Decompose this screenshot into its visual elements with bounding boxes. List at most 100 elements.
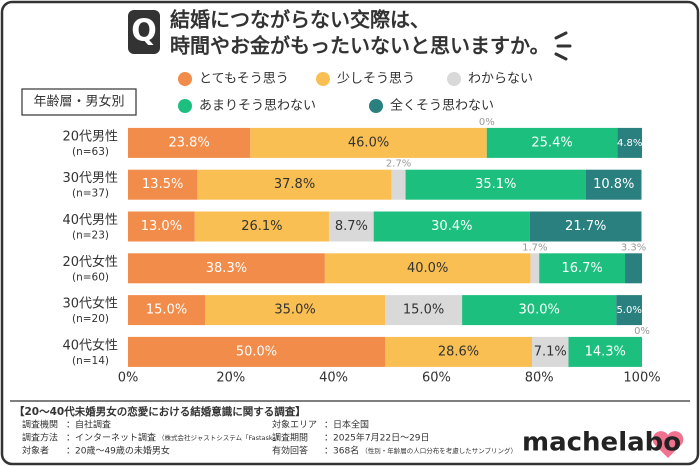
legend-label: 全くそう思わない xyxy=(390,98,494,114)
bar-segment xyxy=(462,295,617,326)
value-label: 15.0% xyxy=(146,303,187,318)
value-label: 37.8% xyxy=(274,177,315,192)
value-label-outside: 2.7% xyxy=(386,159,411,170)
logo: machelabo xyxy=(522,428,681,458)
bar-segment xyxy=(568,336,642,367)
bar-segment xyxy=(532,336,569,367)
footer-value: ：2025年7月22日～29日 xyxy=(324,432,430,444)
value-label: 5.0% xyxy=(616,305,641,316)
value-label: 15.0% xyxy=(403,303,444,318)
footer-label: 対象者 xyxy=(22,445,49,457)
legend-marker xyxy=(369,99,383,113)
x-tick-label: 0% xyxy=(118,371,139,386)
q-badge xyxy=(128,10,160,54)
value-label: 35.0% xyxy=(274,303,315,318)
bar-segment xyxy=(539,253,626,284)
value-label: 46.0% xyxy=(348,135,389,150)
bar-segment xyxy=(616,295,642,326)
bar-segment xyxy=(385,295,463,326)
legend-marker xyxy=(178,99,192,113)
footer-label: 有効回答 xyxy=(272,445,308,457)
legend-label: とてもそう思う xyxy=(199,72,289,87)
bar-segment xyxy=(194,211,329,242)
legend-label: あまりそう思わない xyxy=(199,99,316,114)
value-label: 8.7% xyxy=(335,219,368,234)
category-label: 20代男性 xyxy=(62,129,118,144)
category-label: 40代男性 xyxy=(62,213,118,228)
category-label: 40代女性 xyxy=(62,337,118,353)
footer-note: （性別・年齢層の人口分布を考慮したサンプリング） xyxy=(361,446,517,455)
value-label: 13.0% xyxy=(141,219,182,234)
bar-segment xyxy=(324,253,531,284)
logo-heart xyxy=(652,431,684,458)
value-label: 13.5% xyxy=(142,177,183,192)
bar-segment xyxy=(405,169,586,200)
value-label: 23.8% xyxy=(169,135,210,150)
x-tick-label: 60% xyxy=(422,371,451,386)
value-label-outside: 1.7% xyxy=(522,242,547,253)
category-label: 30代男性 xyxy=(62,171,118,186)
footer-label: 調査期間 xyxy=(272,432,308,444)
x-tick-label: 80% xyxy=(525,371,554,386)
bar-segment xyxy=(585,169,642,200)
bar-segment xyxy=(128,253,325,284)
footer-value: ：368名 xyxy=(324,445,359,457)
value-label: 21.7% xyxy=(565,219,606,234)
bar-segment xyxy=(328,211,374,242)
legend-label: わからない xyxy=(468,72,533,87)
value-label: 30.0% xyxy=(519,303,560,318)
footer-value: ：日本全国 xyxy=(324,419,369,431)
legend-marker xyxy=(316,72,330,86)
legend-marker xyxy=(447,72,461,86)
bar-segment xyxy=(197,169,392,200)
bar-segment xyxy=(128,211,195,242)
value-label: 26.1% xyxy=(241,219,282,234)
bar-segment xyxy=(128,295,206,326)
group-label-box xyxy=(21,88,137,116)
sample-size: (n=23) xyxy=(72,230,109,242)
value-label: 28.6% xyxy=(438,344,479,359)
burst xyxy=(554,31,572,61)
value-label: 10.8% xyxy=(593,177,634,192)
value-label: 16.7% xyxy=(561,261,602,276)
x-tick-label: 20% xyxy=(216,371,245,386)
footer-heading: 【20～40代未婚男女の恋愛における結婚意識に関する調査】 xyxy=(14,405,306,418)
footer-label: 調査機関 xyxy=(22,419,58,431)
sample-size: (n=37) xyxy=(72,188,109,200)
chart-title: 時間やお金がもったいないと思いますか。 xyxy=(170,34,550,58)
footer-note: （株式会社ジャストシステム「Fastask」） xyxy=(158,433,282,442)
chart-title: 結婚につながらない交際は、 xyxy=(170,8,430,32)
value-label: 30.4% xyxy=(431,219,472,234)
legend-label: 少しそう思う xyxy=(337,72,415,87)
bar-segment xyxy=(385,336,533,367)
value-label: 40.0% xyxy=(407,261,448,276)
value-label-outside: 0% xyxy=(634,326,650,337)
legend-marker xyxy=(178,72,192,86)
category-label: 30代女性 xyxy=(62,296,118,312)
q-letter: Q xyxy=(131,14,157,49)
bar-segment xyxy=(373,211,530,242)
bar-segment xyxy=(205,295,385,326)
group-label: 年齢層・男女別 xyxy=(33,94,124,110)
value-label: 35.1% xyxy=(475,177,516,192)
bar-segment xyxy=(617,127,642,158)
category-label: 20代女性 xyxy=(62,254,118,270)
value-label-outside: 3.3% xyxy=(621,242,646,253)
bar-segment xyxy=(128,127,251,158)
bar-segment xyxy=(128,169,198,200)
sample-size: (n=60) xyxy=(72,271,109,283)
footer-label: 調査方法 xyxy=(22,432,58,444)
value-label: 38.3% xyxy=(206,261,247,276)
value-label: 50.0% xyxy=(236,344,277,359)
x-tick-label: 40% xyxy=(319,371,348,386)
bar-segment xyxy=(128,336,385,367)
bar-segment xyxy=(625,253,642,284)
value-label: 14.3% xyxy=(585,344,626,359)
value-label: 4.8% xyxy=(617,138,642,149)
sample-size: (n=63) xyxy=(72,146,109,158)
footer-value: ：自社調査 xyxy=(66,419,111,431)
footer-value: ：20歳～49歳の未婚男女 xyxy=(66,445,170,457)
bar-segment xyxy=(530,253,540,284)
sample-size: (n=20) xyxy=(72,313,109,325)
